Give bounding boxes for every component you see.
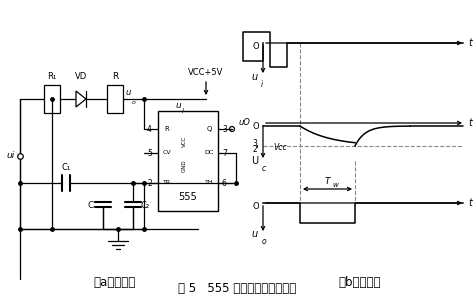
Text: 7: 7: [222, 148, 227, 157]
Text: GND: GND: [182, 160, 186, 172]
Text: 555: 555: [179, 192, 197, 202]
Text: R: R: [164, 126, 169, 132]
Text: t: t: [468, 118, 472, 128]
Text: R₁: R₁: [47, 72, 56, 81]
Text: u: u: [126, 88, 131, 97]
Text: Q: Q: [206, 126, 212, 132]
Text: 3: 3: [252, 138, 257, 147]
Text: VD: VD: [75, 72, 87, 81]
Text: o: o: [262, 237, 266, 246]
Text: U: U: [251, 156, 258, 166]
Text: C: C: [88, 200, 94, 209]
Text: w: w: [332, 182, 338, 188]
Text: O: O: [252, 42, 259, 51]
Text: O: O: [252, 122, 259, 131]
Text: CV: CV: [163, 150, 171, 156]
Text: T: T: [325, 178, 330, 187]
Text: DC: DC: [204, 150, 214, 156]
Text: 3: 3: [222, 125, 227, 134]
Text: 2: 2: [252, 144, 257, 154]
Text: 2: 2: [147, 178, 152, 188]
Text: 5: 5: [147, 148, 152, 157]
Text: VCC+5V: VCC+5V: [188, 68, 224, 77]
Text: i: i: [261, 80, 263, 89]
Bar: [107, 85, 123, 113]
Text: o: o: [132, 100, 136, 105]
Text: Vcc: Vcc: [273, 142, 287, 151]
Polygon shape: [76, 91, 86, 107]
Text: c: c: [262, 164, 266, 173]
Text: u: u: [252, 72, 258, 82]
Text: （b）波形图: （b）波形图: [339, 277, 381, 290]
Text: 4: 4: [147, 125, 152, 134]
Text: 图 5   555 组成的单稳态触发器: 图 5 555 组成的单稳态触发器: [178, 282, 296, 295]
Text: TR: TR: [163, 181, 171, 185]
Text: u: u: [252, 229, 258, 239]
Text: R: R: [112, 72, 118, 81]
Text: uO: uO: [239, 118, 251, 127]
Text: 6: 6: [222, 178, 227, 188]
Text: （a）电路图: （a）电路图: [94, 277, 136, 290]
Text: TH: TH: [205, 181, 213, 185]
Text: VCC: VCC: [182, 135, 186, 147]
Bar: [158, 111, 218, 211]
Text: ui: ui: [7, 151, 15, 160]
Text: u: u: [175, 101, 181, 110]
Text: O: O: [252, 202, 259, 211]
Text: t: t: [468, 38, 472, 48]
Text: C₂: C₂: [140, 200, 150, 209]
Text: i: i: [182, 108, 184, 114]
Text: t: t: [468, 198, 472, 208]
Text: C₁: C₁: [61, 163, 71, 172]
Bar: [44, 85, 60, 113]
